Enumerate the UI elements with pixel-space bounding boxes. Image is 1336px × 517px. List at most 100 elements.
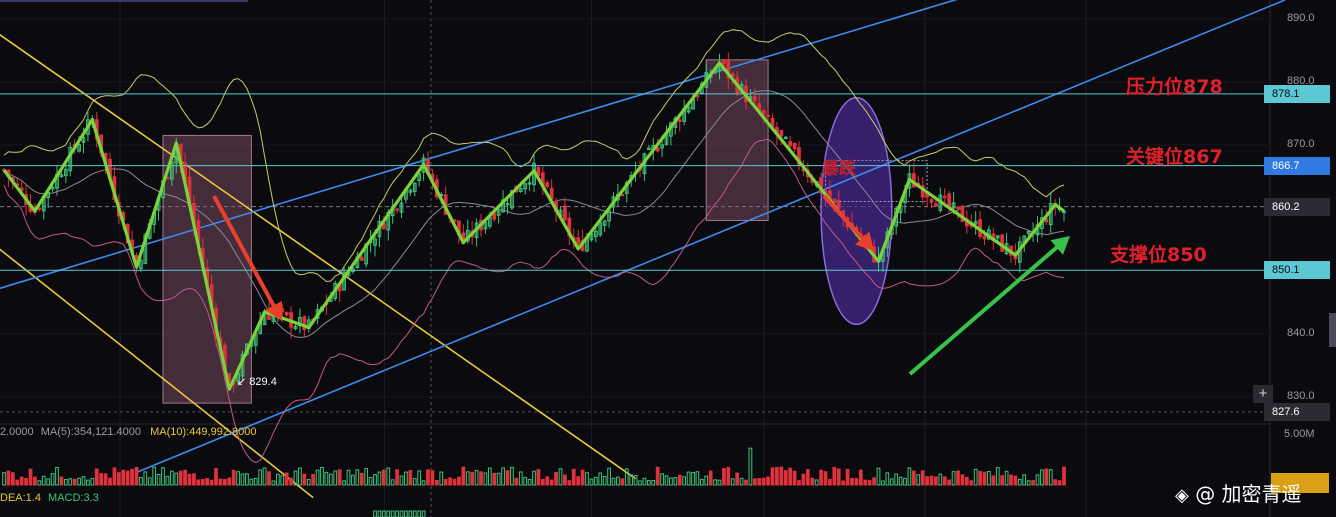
volume-bar xyxy=(487,467,492,486)
candle-body xyxy=(832,198,837,203)
volume-bar xyxy=(1048,469,1053,486)
candle-body xyxy=(496,210,501,216)
volume-bar xyxy=(527,478,532,486)
volume-bar xyxy=(165,475,170,486)
volume-bar xyxy=(452,478,457,486)
volume-bar xyxy=(116,472,121,486)
candle-body xyxy=(523,183,528,190)
volume-bar xyxy=(33,476,37,486)
volume-bar xyxy=(395,469,399,486)
volume-bar xyxy=(536,469,541,486)
channel-line-upper xyxy=(0,0,958,290)
volume-bar xyxy=(187,473,192,486)
volume-bar xyxy=(598,472,603,486)
volume-bar xyxy=(443,478,448,486)
volume-bar xyxy=(523,476,528,486)
volume-bar xyxy=(412,478,417,486)
volume-bar xyxy=(669,477,673,486)
volume-bar xyxy=(611,477,616,486)
candle-body xyxy=(766,114,770,117)
volume-bar xyxy=(558,468,563,486)
candle-body xyxy=(960,205,965,222)
volume-bar xyxy=(563,474,567,486)
macd-indicator: DEA:1.4 MACD:3.3 xyxy=(0,492,99,504)
y-tick-label: 880.0 xyxy=(1287,74,1315,87)
candle-body xyxy=(139,259,143,269)
volume-bar xyxy=(752,478,757,486)
volume-bar xyxy=(381,469,386,486)
volume-bar xyxy=(196,479,201,486)
volume-bar xyxy=(328,473,333,486)
volume-bar xyxy=(200,478,205,486)
macd-bar xyxy=(399,510,404,517)
zigzag-path xyxy=(2,61,1065,391)
up-arrow xyxy=(908,241,1064,376)
volume-bar xyxy=(589,478,594,486)
volume-bar xyxy=(1062,466,1066,486)
level-lines xyxy=(0,93,1270,271)
volume-bar xyxy=(585,472,589,486)
volume-bar xyxy=(695,471,700,486)
volume-bar xyxy=(805,469,810,486)
volume-bar xyxy=(333,470,338,486)
volume-bar xyxy=(377,471,382,486)
volume-bar xyxy=(37,480,42,486)
candle-body xyxy=(293,325,298,330)
candle-body xyxy=(677,119,682,122)
volume-bar xyxy=(41,475,46,486)
up-arrow-head xyxy=(1050,236,1070,255)
top-indicator-bar xyxy=(0,0,248,2)
volume-bar xyxy=(691,472,695,486)
down-arrow-right-head xyxy=(855,231,874,251)
volume-bar xyxy=(832,466,837,486)
add-level-button[interactable]: + xyxy=(1253,385,1273,403)
candle-body xyxy=(527,182,532,185)
candle-body xyxy=(518,188,523,192)
descending-line-upper xyxy=(0,33,637,480)
volume-bar xyxy=(801,473,806,486)
volume-bar xyxy=(792,470,797,486)
volume-bar xyxy=(841,480,846,486)
candle-body xyxy=(783,136,788,140)
volume-bar xyxy=(439,471,444,486)
volume-bar xyxy=(355,469,360,486)
volume-bar xyxy=(289,477,293,486)
volume-bar xyxy=(125,470,130,486)
volume-bar xyxy=(761,477,766,486)
candle-body xyxy=(399,202,404,213)
vol-ma5: MA(5):354,121.4000 xyxy=(40,426,142,438)
volume-bar xyxy=(1013,475,1018,486)
volume-bar xyxy=(99,473,104,486)
candle-body xyxy=(593,230,598,238)
side-panel-tab[interactable] xyxy=(1329,313,1336,347)
volume-bar xyxy=(987,471,991,486)
volume-bar xyxy=(783,470,788,486)
level-label: 压力位878 xyxy=(1126,76,1223,98)
volume-bar xyxy=(1009,474,1013,486)
volume-bar xyxy=(571,468,576,486)
volume-bar xyxy=(540,478,545,486)
volume-bar xyxy=(1017,478,1022,486)
y-tick-label: 830.0 xyxy=(1287,389,1315,402)
volume-bar xyxy=(298,467,302,486)
volume-bar xyxy=(15,479,20,486)
volume-bar xyxy=(130,468,134,486)
volume-bar xyxy=(457,476,461,486)
volume-bar xyxy=(240,473,245,486)
volume-bar xyxy=(1035,474,1040,486)
volume-bar xyxy=(390,479,395,486)
volume-bar xyxy=(739,477,744,486)
candle-body xyxy=(646,147,651,151)
volume-bar xyxy=(245,473,249,486)
volume-bar xyxy=(642,477,647,486)
volume-bar xyxy=(629,474,634,486)
price-label: 860.2 xyxy=(1264,197,1330,216)
volume-bar xyxy=(744,479,748,486)
candle-body xyxy=(81,136,86,143)
volume-bar xyxy=(209,479,214,486)
binance-logo-icon: ◈ xyxy=(1175,485,1189,506)
volume-bar xyxy=(925,476,929,486)
volume-bar xyxy=(448,477,452,486)
candle-body xyxy=(563,205,567,221)
